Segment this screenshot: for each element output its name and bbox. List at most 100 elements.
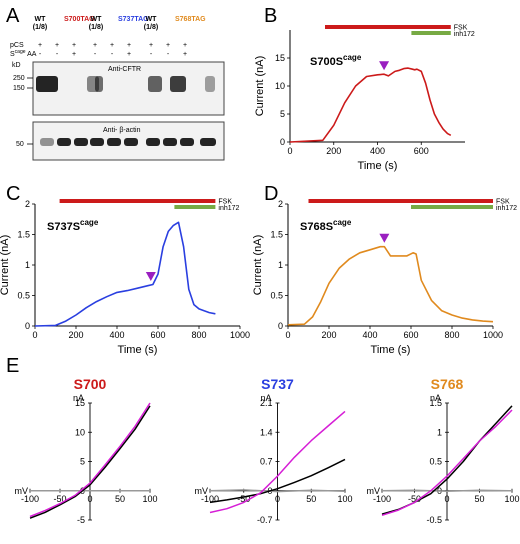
y-tick-label: 0.7	[260, 457, 273, 467]
panel-letter-d: D	[264, 183, 278, 205]
x-tick-label: 100	[142, 494, 157, 504]
y-tick-label: 5	[80, 457, 85, 467]
x-axis-label: Time (s)	[371, 344, 411, 356]
y-axis-label: Current (nA)	[252, 235, 264, 296]
y-tick-label: 0.5	[17, 291, 30, 301]
y-tick-label: 0.5	[270, 291, 283, 301]
lane-header-1: S700TAG	[64, 16, 95, 23]
y-axis-unit-label: nA	[260, 393, 271, 403]
actin-band	[180, 138, 194, 146]
x-tick-label: 400	[362, 330, 377, 340]
iv-chart-title: S737	[261, 376, 294, 392]
western-blot: WT(1/8)S700TAGWT(1/8)S737TAGWT(1/8)S768T…	[10, 16, 225, 161]
x-tick-label: -100	[21, 494, 39, 504]
iv-chart-title: S700	[74, 376, 107, 392]
pcs-mark: +	[166, 42, 170, 49]
panel-letter-b: B	[264, 5, 277, 27]
actin-band	[74, 138, 88, 146]
cftr-band	[205, 76, 215, 92]
iv-trace-1	[29, 405, 151, 519]
actin-bands	[40, 138, 216, 146]
iv-trace-0	[209, 489, 346, 493]
lane-header-0: WT	[35, 16, 47, 23]
lane-header-3: S737TAG	[118, 16, 149, 23]
cftr-band	[170, 76, 186, 92]
panel-letter-a: A	[6, 5, 20, 27]
y-tick-label: -0.7	[257, 515, 273, 525]
lane-subheader-4: (1/8)	[144, 24, 158, 31]
x-tick-label: 0	[87, 494, 92, 504]
x-tick-label: 50	[115, 494, 125, 504]
fsk-bar-label: FSK	[218, 199, 232, 206]
y-axis-label: Current (nA)	[254, 56, 266, 117]
current-trace-0	[287, 245, 494, 326]
scage-mark: +	[72, 51, 76, 58]
actin-band	[90, 138, 104, 146]
actin-band	[146, 138, 160, 146]
lane-headers: WT(1/8)S700TAGWT(1/8)S737TAGWT(1/8)S768T…	[33, 16, 206, 31]
chart-c-s737-time-course: 0 200 400 600 800 1000 0 0.5 1 1.5 2 Time (s) Curren…	[0, 199, 250, 357]
lane-header-2: WT	[91, 16, 103, 23]
scage-mark: -	[56, 51, 59, 58]
y-tick-label: 15	[275, 53, 285, 63]
x-tick-label: 0	[285, 330, 290, 340]
y-tick-label: 2	[278, 199, 283, 209]
fsk-bar-label: FSK	[454, 25, 468, 32]
actin-band	[163, 138, 177, 146]
scage-mark: -	[94, 51, 97, 58]
y-tick-label: -5	[77, 515, 85, 525]
actin-band	[107, 138, 121, 146]
pcs-mark: +	[72, 42, 76, 49]
y-tick-label: 0	[280, 137, 285, 147]
chart-title: S737Scage	[47, 218, 99, 233]
scage-mark: -	[167, 51, 170, 58]
chart-title-sup: cage	[343, 53, 362, 62]
chart-title-main: S737S	[47, 221, 80, 233]
scage-label-tail: AA	[26, 51, 37, 58]
lane-subheader-0: (1/8)	[33, 24, 47, 31]
x-tick-label: 400	[370, 146, 385, 156]
actin-band	[124, 138, 138, 146]
actin-band	[200, 138, 216, 146]
scage-row-label: Scage AA	[10, 49, 37, 58]
y-tick-label: 2.1	[260, 398, 273, 408]
y-tick-label: 5	[280, 109, 285, 119]
pcs-row-marks: + + + + + + + + +	[38, 42, 187, 49]
x-tick-label: 50	[306, 494, 316, 504]
y-tick-label: 1.5	[429, 398, 442, 408]
scage-mark: +	[183, 51, 187, 58]
lane-header-5: S768TAG	[175, 16, 206, 23]
actin-band	[40, 138, 54, 146]
panel-letter-e: E	[6, 355, 19, 377]
x-tick-label: 400	[109, 330, 124, 340]
lane-header-4: WT	[146, 16, 158, 23]
chart-b-s700-time-course: 0 200 400 600 0 5 10 15 Time (s) Current (nA) FSKi…	[254, 25, 475, 173]
x-tick-label: 0	[32, 330, 37, 340]
y-axis-unit-label: nA	[430, 393, 441, 403]
cftr-band	[36, 76, 58, 92]
pcs-mark: +	[127, 42, 131, 49]
pcs-mark: +	[149, 42, 153, 49]
inh172-bar-label: inh172	[454, 31, 475, 38]
scage-mark: -	[39, 51, 42, 58]
y-tick-label: 1.5	[270, 230, 283, 240]
x-tick-label: 1000	[230, 330, 250, 340]
x-tick-label: 800	[444, 330, 459, 340]
pcs-row-label: pCS	[10, 42, 24, 49]
y-axis-unit-label: nA	[73, 393, 84, 403]
x-tick-label: -50	[408, 494, 421, 504]
chart-title-main: S700S	[310, 56, 343, 68]
cftr-band	[95, 76, 103, 92]
x-tick-label: -50	[53, 494, 66, 504]
y-tick-label: 15	[75, 398, 85, 408]
y-tick-label: 1.5	[17, 230, 30, 240]
uncaging-arrow-icon	[379, 233, 390, 243]
y-tick-label: 0.5	[429, 457, 442, 467]
y-tick-label: -0.5	[426, 515, 442, 525]
scage-label-sup: cage	[15, 49, 26, 55]
chart-title-sup: cage	[80, 218, 99, 227]
scage-mark: -	[111, 51, 114, 58]
